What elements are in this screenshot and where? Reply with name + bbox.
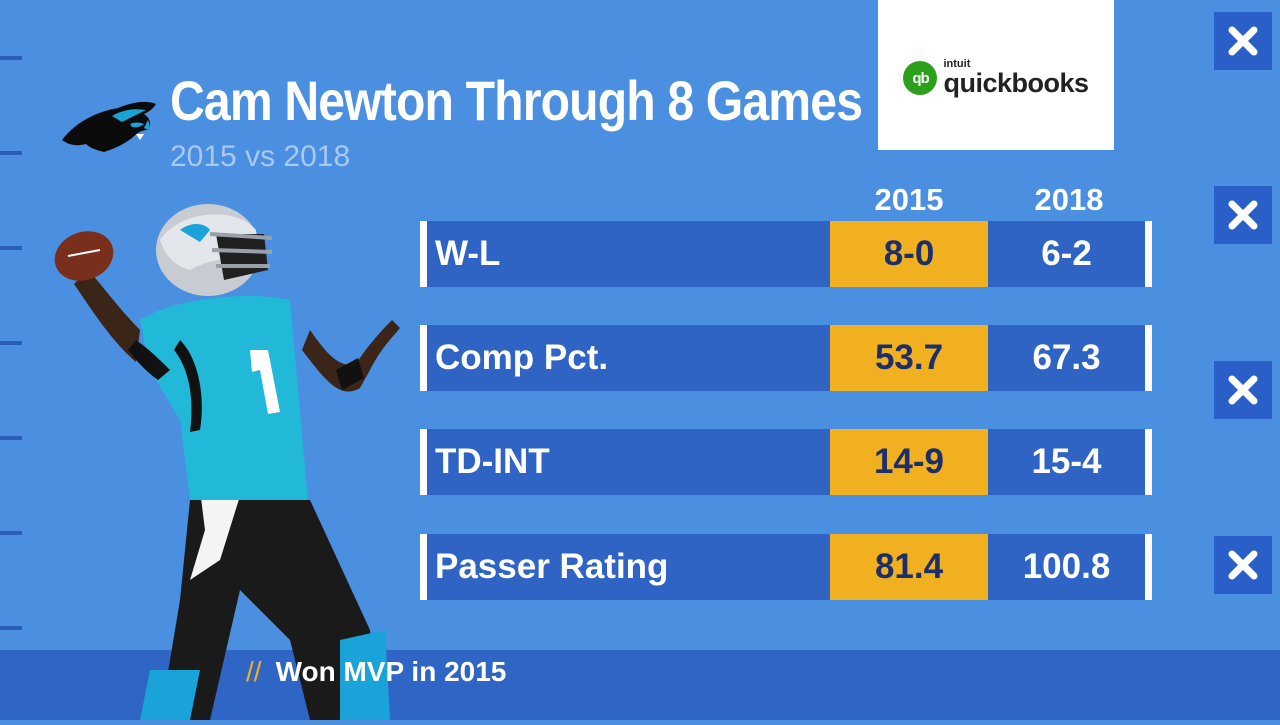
page-title: Cam Newton Through 8 Games [170,69,863,132]
close-button-4[interactable] [1214,536,1272,594]
tick [0,56,22,60]
column-header-2015: 2015 [874,182,944,217]
stat-value-2018: 6-2 [988,221,1152,287]
stat-value-2015: 81.4 [830,534,988,600]
stat-value-2018: 100.8 [988,534,1152,600]
stat-value-2015: 53.7 [830,325,988,391]
page-subtitle: 2015 vs 2018 [170,140,351,173]
stat-row: W-L 8-0 6-2 [420,221,1152,287]
stat-value-2018: 15-4 [988,429,1152,495]
stat-value-2015: 8-0 [830,221,988,287]
stat-row: Passer Rating 81.4 100.8 [420,534,1152,600]
tick [0,531,22,535]
note-text: Won MVP in 2015 [275,656,507,687]
panther-logo-icon [60,94,160,156]
close-button-2[interactable] [1214,186,1272,244]
stat-value-2015: 14-9 [830,429,988,495]
note-prefix: // [246,656,262,687]
footnote: // Won MVP in 2015 [246,654,506,690]
close-icon [1228,26,1258,56]
stat-label: W-L [420,221,830,287]
stat-row: Comp Pct. 53.7 67.3 [420,325,1152,391]
sponsor-logo: qb intuit quickbooks [878,0,1114,150]
side-ticks [0,0,30,720]
quickbooks-icon: qb [903,61,938,95]
close-button-1[interactable] [1214,12,1272,70]
tick [0,341,22,345]
stat-label: Passer Rating [420,534,830,600]
stat-label: TD-INT [420,429,830,495]
stat-value-2018: 67.3 [988,325,1152,391]
stat-row: TD-INT 14-9 15-4 [420,429,1152,495]
stat-label: Comp Pct. [420,325,830,391]
close-button-3[interactable] [1214,361,1272,419]
close-icon [1228,375,1258,405]
column-header-2018: 2018 [1034,182,1104,217]
sponsor-brand-name: quickbooks [943,68,1089,98]
close-icon [1228,550,1258,580]
tick [0,151,22,155]
tick [0,436,22,440]
close-icon [1228,200,1258,230]
player-image [40,200,440,720]
sponsor-brand-top: intuit [943,58,971,70]
tick [0,246,22,250]
tick [0,626,22,630]
